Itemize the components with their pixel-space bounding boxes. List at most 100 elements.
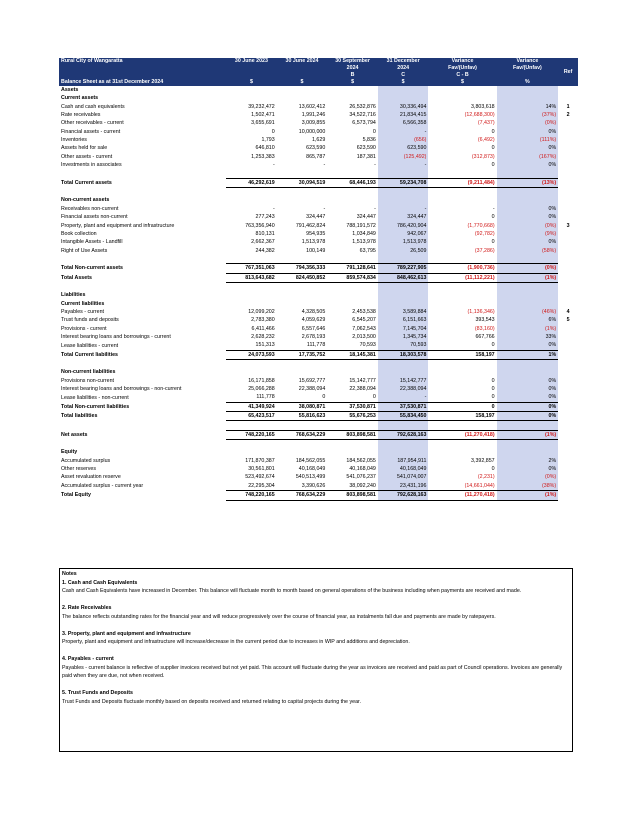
cell-value: 1,793 [261, 137, 275, 144]
table-row: Financial assets - current 0 10,000,000 0-0… [59, 127, 578, 137]
cell-value: 22,295,304 [248, 482, 275, 489]
empty-cell [277, 440, 328, 449]
row-label: Current assets [61, 95, 99, 102]
cell-value: 59,234,708 [377, 177, 429, 189]
ref-marker [558, 273, 578, 283]
row-label: Accumulated surplus - current year [61, 483, 144, 490]
cell-value: (125,492) [377, 152, 429, 162]
empty-cell [496, 86, 559, 95]
empty-cell [428, 282, 496, 291]
cell-value: (0%) [496, 473, 559, 482]
table-row: Accumulated surplus 171,870,387 184,562,05… [59, 456, 578, 466]
empty-cell [277, 300, 328, 308]
table-row: Cash and cash equivalents 39,232,472 13,60… [59, 102, 578, 112]
note-text: Property, plant and equipment and infras… [62, 639, 410, 645]
cell-value: 1,502,471 [251, 112, 275, 119]
cell-value: 7,145,704 [377, 324, 429, 333]
empty-cell [226, 300, 277, 308]
ref-marker [558, 119, 578, 128]
row-label: Total Assets [61, 274, 92, 281]
balance-sheet-table: Rural City of Wangaratta 30 June 2023 30… [59, 58, 578, 501]
empty-cell [327, 368, 378, 376]
note-text: Payables - current balance is reflective… [62, 664, 563, 680]
empty-cell [377, 94, 429, 103]
empty-cell [226, 86, 277, 94]
empty-cell [428, 440, 496, 449]
cell-value: 277,243 [255, 214, 275, 221]
cell-value: 0% [496, 213, 559, 222]
cell-value: 0 [491, 386, 495, 393]
empty-cell [428, 196, 496, 204]
row-label: Financial assets non-current [61, 214, 128, 221]
cell-value: 1,034,849 [352, 230, 376, 237]
cell-value: (6,492) [477, 137, 495, 144]
empty-cell [226, 440, 277, 449]
cell-value: 18,145,381 [327, 349, 378, 361]
col-header: 2024 [377, 65, 429, 72]
cell-value: 5,836 [362, 137, 376, 144]
empty-cell [496, 169, 559, 179]
cell-value: - [272, 205, 275, 212]
table-row: Assets held for sale 646,810 623,590 623,59… [59, 144, 578, 153]
empty-cell [377, 254, 429, 264]
cell-value: 33% [496, 332, 559, 342]
cell-value: 6,411,466 [251, 325, 275, 332]
cell-value: (0%) [496, 221, 559, 230]
cell-value: 46,292,619 [226, 177, 277, 189]
cell-value: - [374, 205, 376, 212]
cell-value: (9,211,484) [428, 177, 497, 189]
cell-value: (1%) [496, 490, 559, 501]
cell-value: 70,593 [359, 342, 376, 349]
ref-marker [558, 94, 578, 103]
cell-value: 158,197 [428, 411, 497, 422]
note-gap [62, 647, 570, 656]
ref-marker [558, 490, 578, 500]
empty-cell [226, 282, 277, 291]
empty-cell [377, 420, 429, 431]
row-label: Total Current assets [61, 179, 112, 186]
total-row: Net assets 748,220,165 768,634,229 803,898,… [59, 429, 578, 441]
section-row: Current liabilities [59, 299, 578, 308]
total-row: Total liabilities 65,423,517 55,816,623 55,… [59, 411, 578, 422]
section-row: Non-current liabilities [59, 368, 578, 377]
notes-title: Notes [62, 571, 77, 577]
empty-cell [377, 291, 429, 300]
table-row: Lease liabilities - non-current 111,778 0 0… [59, 393, 578, 403]
ref-marker [558, 368, 578, 377]
table-row: Intangible Assets - Landfill 2,662,367 1,5… [59, 238, 578, 247]
cell-value: 1,513,978 [377, 238, 429, 247]
note-gap [62, 681, 570, 690]
empty-cell [327, 300, 378, 308]
col-header: 30 June 2024 [276, 58, 328, 65]
cell-value: 0% [496, 238, 559, 247]
cell-value: 100,149 [306, 247, 326, 254]
ref-marker [558, 448, 578, 457]
cell-value: 0 [491, 145, 495, 152]
table-row: Other assets - current 1,253,383 865,787 18… [59, 152, 578, 162]
spacer-row [59, 359, 578, 369]
empty-cell [428, 169, 496, 178]
empty-cell [277, 94, 328, 102]
total-row: Total Current liabilities 24,073,593 17,73… [59, 349, 578, 361]
spacer-row [59, 420, 578, 431]
cell-value: 111,778 [256, 394, 275, 401]
cell-value: (1,900,736) [428, 263, 497, 274]
spacer-row [59, 187, 578, 197]
cell-value: 30,094,519 [276, 177, 328, 189]
cell-value: 15,142,777 [349, 377, 376, 384]
cell-value: 768,634,229 [276, 429, 328, 441]
cell-value: 0 [322, 394, 326, 401]
cell-value: 1,513,978 [301, 239, 326, 246]
ref-marker [558, 299, 578, 308]
cell-value: 40,168,049 [377, 465, 429, 474]
empty-cell [428, 421, 496, 430]
org-name: Rural City of Wangaratta [59, 58, 227, 65]
cell-value: (83,160) [474, 325, 495, 332]
empty-cell [226, 255, 277, 264]
row-label: Receivables non-current [61, 205, 119, 212]
table-row: Financial assets non-current 277,243 324,4… [59, 213, 578, 222]
empty-cell [496, 420, 559, 431]
cell-value: 63,795 [359, 247, 376, 254]
cell-value: (13%) [496, 177, 559, 189]
cell-value: 1,513,978 [352, 239, 376, 246]
